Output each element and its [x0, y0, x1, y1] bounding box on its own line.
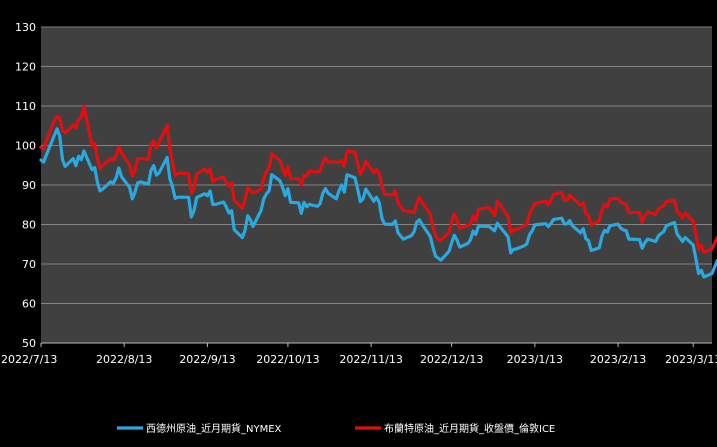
legend-label-2: 布蘭特原油_近月期貨_收盤價_倫敦ICE [384, 422, 555, 435]
x-tick-label: 2022/7/13 [1, 353, 57, 366]
legend: 西德州原油_近月期貨_NYMEX 布蘭特原油_近月期貨_收盤價_倫敦ICE [117, 422, 555, 435]
y-axis: 50 60 70 80 90 100 110 120 130 [15, 21, 36, 350]
legend-label-1: 西德州原油_近月期貨_NYMEX [146, 422, 282, 435]
y-tick-label: 130 [15, 21, 36, 34]
series-line-1 [39, 127, 717, 279]
x-tick-label: 2022/9/13 [179, 353, 235, 366]
x-tick-label: 2023/2/13 [590, 353, 646, 366]
x-tick-label: 2023/3/13 [665, 353, 717, 366]
y-tick-label: 70 [22, 258, 36, 271]
y-tick-label: 100 [15, 140, 36, 153]
y-tick-label: 120 [15, 61, 36, 74]
y-tick-label: 50 [22, 337, 36, 350]
x-tick-label: 2023/1/13 [507, 353, 563, 366]
y-tick-label: 90 [22, 179, 36, 192]
gridlines [41, 26, 712, 344]
y-tick-label: 110 [15, 100, 36, 113]
x-tick-label: 2022/11/13 [339, 353, 402, 366]
y-tick-label: 60 [22, 298, 36, 311]
x-tick-label: 2022/10/13 [256, 353, 319, 366]
series-lines [39, 104, 717, 279]
x-tick-label: 2022/8/13 [96, 353, 152, 366]
x-axis: 2022/7/13 2022/8/13 2022/9/13 2022/10/13 202… [1, 342, 717, 366]
series-line-2 [39, 104, 717, 254]
x-tick-label: 2022/12/13 [420, 353, 483, 366]
y-tick-label: 80 [22, 219, 36, 232]
